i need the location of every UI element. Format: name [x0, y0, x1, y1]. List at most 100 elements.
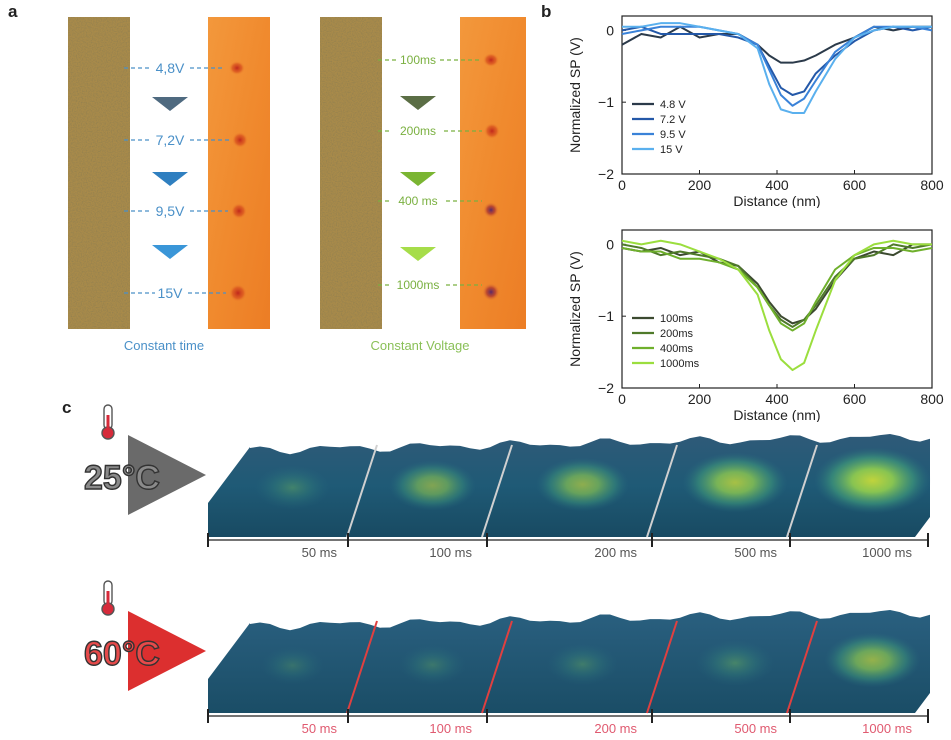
legend-label: 9.5 V — [660, 129, 686, 141]
y-tick-label: 0 — [606, 236, 614, 252]
down-arrow-icon — [400, 96, 436, 110]
afm-peak — [536, 457, 629, 512]
right-arrow-icon — [128, 435, 206, 515]
series-line — [621, 243, 933, 328]
x-tick-label: 800 — [920, 177, 944, 193]
panel-a-figure: 4,8V 7,2V 9,5V 15V 100ms 200ms 400 ms 10… — [68, 17, 526, 353]
kpfm-strip-left — [208, 17, 270, 329]
legend-label: 7.2 V — [660, 114, 686, 126]
x-tick-label: 800 — [920, 391, 944, 407]
time-label: 200 ms — [594, 545, 637, 560]
down-arrow-icon — [152, 97, 188, 111]
panel-divider — [646, 620, 678, 714]
series-line — [622, 22, 932, 114]
legend-label: 15 V — [660, 144, 683, 156]
y-tick-label: −2 — [598, 380, 614, 396]
x-tick-label: 0 — [618, 391, 626, 407]
afm-peak — [398, 644, 467, 685]
voltage-label: 9,5V — [156, 203, 185, 219]
voltage-label: 15V — [158, 285, 184, 301]
afm-peak — [547, 643, 618, 686]
time-label: 200 ms — [594, 721, 637, 736]
duration-label: 400 ms — [398, 194, 437, 208]
temperature-row: 25°C 50 ms 100 ms 200 ms 500 ms 1000 ms — [83, 404, 931, 560]
voltage-label: 7,2V — [156, 132, 185, 148]
time-label: 50 ms — [302, 545, 338, 560]
legend-label: 4.8 V — [660, 99, 686, 111]
series-line — [621, 246, 933, 332]
x-axis-label: Distance (nm) — [733, 407, 820, 422]
duration-label: 200ms — [400, 124, 436, 138]
y-tick-label: −1 — [598, 94, 614, 110]
legend-label: 400ms — [660, 343, 694, 355]
dashed-leaders-right — [378, 59, 482, 286]
series-line — [621, 25, 933, 107]
time-label: 500 ms — [734, 545, 777, 560]
panel-label-b: b — [541, 2, 552, 21]
y-axis-label: Normalized SP (V) — [567, 251, 583, 367]
legend-label: 1000ms — [660, 358, 700, 370]
afm-peak — [824, 632, 921, 688]
y-tick-label: 0 — [606, 22, 614, 38]
y-axis-label: Normalized SP (V) — [567, 37, 583, 153]
down-arrow-icon — [400, 172, 436, 186]
thermometer-fill — [106, 591, 110, 607]
x-tick-label: 200 — [688, 391, 712, 407]
y-tick-label: −2 — [598, 166, 614, 182]
thermometer-fill — [106, 415, 110, 431]
series-line — [621, 239, 932, 372]
thermometer-icon — [101, 404, 115, 440]
series-line — [621, 25, 932, 64]
panel-divider — [646, 444, 678, 538]
legend-label: 100ms — [660, 313, 694, 325]
panel-divider — [786, 620, 818, 714]
afm-peak — [255, 465, 330, 510]
panel-divider — [346, 444, 378, 538]
panel-divider — [786, 444, 818, 538]
time-label: 500 ms — [734, 721, 777, 736]
voltage-labels: 4,8V 7,2V 9,5V 15V — [156, 60, 185, 301]
series-line — [621, 243, 932, 325]
legend-label: 200ms — [660, 328, 694, 340]
x-axis-label: Distance (nm) — [733, 193, 820, 208]
panel-label-c: c — [62, 398, 72, 417]
panel-divider — [481, 620, 513, 714]
voltage-label: 4,8V — [156, 60, 185, 76]
panel-divider — [346, 620, 378, 714]
topography-strip-left — [68, 17, 130, 329]
time-label: 100 ms — [429, 545, 472, 560]
afm-peak — [682, 452, 788, 513]
x-tick-label: 600 — [843, 391, 867, 407]
temperature-label: 25°C — [84, 459, 160, 497]
temperature-row: 60°C 50 ms 100 ms 200 ms 500 ms 1000 ms — [83, 580, 930, 736]
duration-label: 100ms — [400, 53, 436, 67]
x-tick-label: 200 — [688, 177, 712, 193]
x-tick-label: 0 — [618, 177, 626, 193]
time-label: 100 ms — [429, 721, 472, 736]
afm-peak — [814, 447, 931, 514]
caption-constant-time: Constant time — [124, 338, 204, 353]
sp-chart-voltage: 0 200 400 600 800 0 −1 −2 Distance (nm) Normalize… — [567, 15, 944, 208]
y-tick-label: −1 — [598, 308, 614, 324]
afm-peak — [389, 460, 476, 511]
kpfm-strip-right — [460, 17, 526, 329]
down-arrow-icon — [152, 172, 188, 186]
down-arrow-icon — [152, 245, 188, 259]
duration-label: 1000ms — [397, 278, 440, 292]
topography-strip-right — [320, 17, 382, 329]
time-label: 1000 ms — [862, 545, 912, 560]
thermometer-icon — [101, 580, 115, 616]
arrows-right — [400, 96, 436, 261]
arrows-left — [152, 97, 188, 259]
caption-constant-voltage: Constant Voltage — [370, 338, 469, 353]
dashed-leaders-left — [124, 67, 229, 294]
temperature-label: 60°C — [84, 635, 160, 673]
sp-chart-duration: 0 200 400 600 800 0 −1 −2 Distance (nm) Normalize… — [567, 229, 944, 422]
time-label: 50 ms — [302, 721, 338, 736]
x-tick-label: 400 — [765, 391, 789, 407]
down-arrow-icon — [400, 247, 436, 261]
panel-divider — [481, 444, 513, 538]
x-tick-label: 600 — [843, 177, 867, 193]
afm-peak — [696, 640, 774, 686]
afm-peak — [261, 646, 324, 685]
